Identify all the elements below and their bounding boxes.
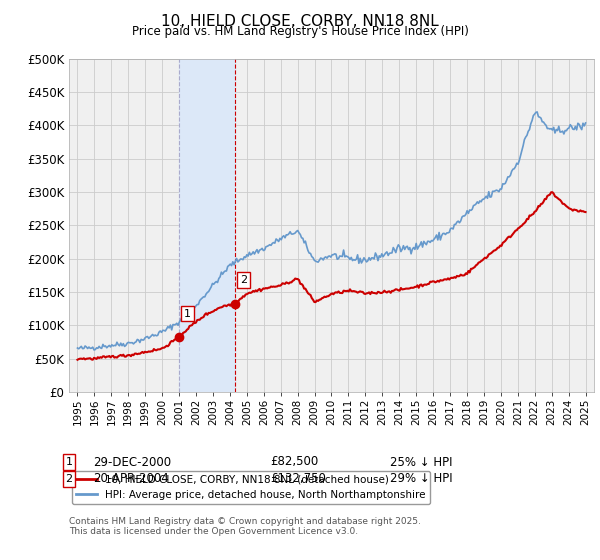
Text: 2: 2	[65, 474, 73, 484]
Bar	[179, 59, 235, 392]
Text: £82,500: £82,500	[270, 455, 318, 469]
Text: 20-APR-2004: 20-APR-2004	[93, 472, 169, 486]
Text: 1: 1	[65, 457, 73, 467]
Legend: 10, HIELD CLOSE, CORBY, NN18 8NL (detached house), HPI: Average price, detached : 10, HIELD CLOSE, CORBY, NN18 8NL (detach…	[71, 470, 430, 504]
Text: 25% ↓ HPI: 25% ↓ HPI	[390, 455, 452, 469]
Text: 10, HIELD CLOSE, CORBY, NN18 8NL: 10, HIELD CLOSE, CORBY, NN18 8NL	[161, 14, 439, 29]
Text: 29-DEC-2000: 29-DEC-2000	[93, 455, 171, 469]
Text: Price paid vs. HM Land Registry's House Price Index (HPI): Price paid vs. HM Land Registry's House …	[131, 25, 469, 38]
Text: 2: 2	[240, 275, 247, 285]
Text: 1: 1	[184, 309, 191, 319]
Text: £132,750: £132,750	[270, 472, 326, 486]
Text: Contains HM Land Registry data © Crown copyright and database right 2025.
This d: Contains HM Land Registry data © Crown c…	[69, 517, 421, 536]
Text: 29% ↓ HPI: 29% ↓ HPI	[390, 472, 452, 486]
